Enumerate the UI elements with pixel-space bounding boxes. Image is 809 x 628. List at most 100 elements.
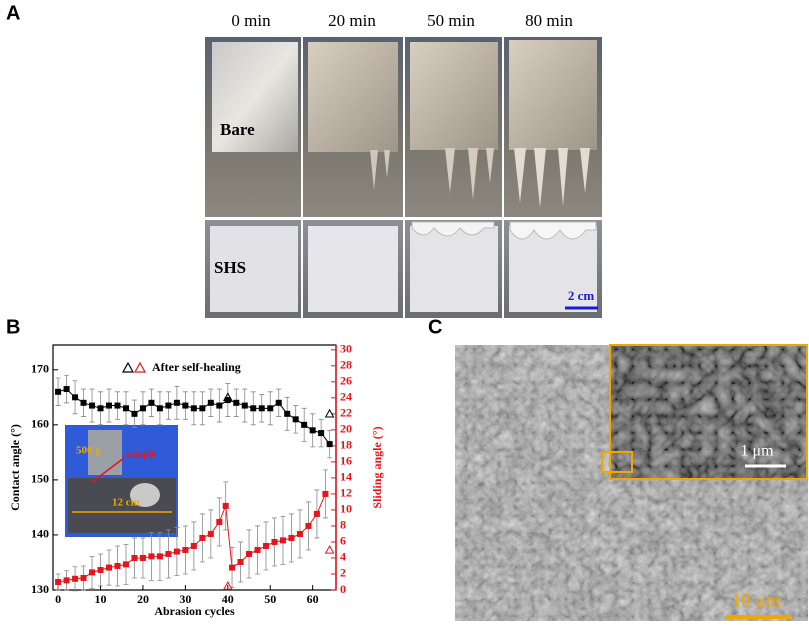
marker: [114, 562, 121, 569]
marker: [131, 554, 138, 561]
marker: [322, 490, 329, 497]
weight: [88, 430, 122, 475]
marker: [246, 550, 253, 557]
marker: [233, 399, 240, 406]
arrow: [91, 457, 125, 483]
icicle: [370, 150, 390, 190]
x-tick-label: 20: [137, 592, 149, 606]
marker: [97, 405, 104, 412]
marker: [241, 402, 248, 409]
marker: [63, 577, 70, 584]
plate: [210, 226, 298, 312]
marker: [216, 402, 223, 409]
board: [68, 478, 176, 533]
marker: [80, 399, 87, 406]
plate: [308, 226, 398, 312]
y2-axis-title: Sliding angle (°): [370, 426, 384, 508]
marker: [258, 405, 265, 412]
marker: [288, 534, 295, 541]
marker: [148, 553, 155, 560]
scale-bar-label: 10 μm: [732, 590, 781, 611]
marker: [254, 546, 261, 553]
y2-tick-label: 12: [340, 486, 352, 500]
x-tick-label: 0: [55, 592, 61, 606]
y-tick-label: 170: [31, 362, 49, 376]
row-label: Bare: [220, 120, 255, 139]
marker: [301, 421, 308, 428]
marker: [216, 518, 223, 525]
y2-tick-label: 26: [340, 374, 352, 388]
icicle: [514, 148, 590, 208]
iced-plate: [410, 42, 498, 150]
y2-tick-label: 14: [340, 470, 352, 484]
x-tick-label: 60: [307, 592, 319, 606]
y2-tick-label: 4: [340, 550, 346, 564]
legend-symbol: [121, 361, 135, 373]
marker: [63, 386, 70, 393]
marker: [222, 502, 229, 509]
ice-drops: [509, 221, 597, 240]
marker: [305, 522, 312, 529]
marker: [313, 510, 320, 517]
panel-label: A: [6, 2, 20, 24]
marker: [173, 548, 180, 555]
scale-bar-label: 1 μm: [740, 443, 774, 460]
marker: [309, 427, 316, 434]
column-header: 80 min: [525, 11, 573, 30]
marker: [122, 405, 129, 412]
y-axis-title: Contact angle (°): [8, 424, 22, 511]
marker: [173, 399, 180, 406]
row-label: SHS: [214, 258, 246, 277]
legend-label: After self-healing: [152, 360, 241, 374]
y2-tick-label: 8: [340, 518, 346, 532]
plate: [212, 42, 298, 152]
y2-tick-label: 30: [340, 342, 352, 356]
marker: [279, 537, 286, 544]
marker: [222, 580, 233, 590]
marker: [139, 554, 146, 561]
marker: [296, 530, 303, 537]
zoom-box: [601, 451, 633, 473]
x-tick-label: 40: [222, 592, 234, 606]
marker: [250, 405, 257, 412]
inset-label: 500 g: [76, 445, 101, 457]
icicle: [445, 148, 494, 200]
y2-tick-label: 16: [340, 454, 352, 468]
marker: [156, 405, 163, 412]
column-header: 0 min: [231, 11, 271, 30]
y2-tick-label: 18: [340, 438, 352, 452]
y-tick-label: 140: [31, 527, 49, 541]
marker: [229, 564, 236, 571]
marker: [80, 574, 87, 581]
marker: [182, 546, 189, 553]
y2-tick-label: 24: [340, 390, 352, 404]
marker: [190, 542, 197, 549]
panel-label: C: [428, 316, 442, 338]
marker: [199, 534, 206, 541]
marker: [237, 558, 244, 565]
iced-plate: [308, 42, 398, 152]
marker: [72, 394, 79, 401]
column-header: 20 min: [328, 11, 376, 30]
marker: [275, 399, 282, 406]
x-tick-label: 30: [179, 592, 191, 606]
y-tick-label: 150: [31, 472, 49, 486]
marker: [207, 399, 214, 406]
y2-tick-label: 2: [340, 566, 346, 580]
marker: [182, 402, 189, 409]
y-tick-label: 160: [31, 417, 49, 431]
inset-frame: [609, 344, 808, 480]
marker: [267, 405, 274, 412]
sample-disc: [130, 483, 160, 507]
marker: [89, 402, 96, 409]
marker: [262, 542, 269, 549]
marker: [165, 402, 172, 409]
marker: [55, 578, 62, 585]
y2-tick-label: 0: [340, 582, 346, 596]
marker: [97, 566, 104, 573]
y-tick-label: 130: [31, 582, 49, 596]
inset-label: sample: [126, 449, 157, 460]
panel-c: 1 μm 10 μm: [455, 344, 808, 621]
marker: [207, 530, 214, 537]
